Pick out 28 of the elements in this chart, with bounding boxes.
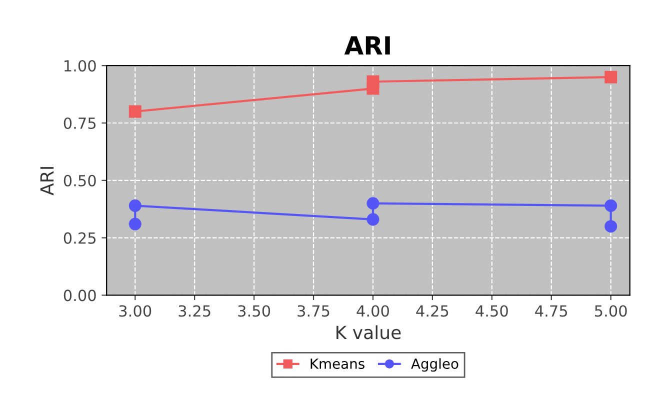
point: [128, 105, 142, 118]
x-tick-label: 4.50: [476, 305, 508, 317]
point: [366, 197, 380, 210]
y-axis-title: ARI: [40, 167, 54, 196]
y-tick-label: 0.50: [64, 174, 96, 186]
y-tick-label: 1.00: [64, 60, 96, 72]
legend-label: Kmeans: [310, 358, 364, 369]
x-tick-label: 3.00: [119, 305, 152, 317]
point: [366, 213, 380, 226]
x-tick-label: 4.00: [356, 305, 389, 317]
point: [604, 199, 618, 212]
x-tick-label: 5.00: [594, 305, 627, 317]
y-tick-label: 0.25: [64, 232, 96, 244]
point: [604, 220, 618, 233]
point: [128, 199, 142, 212]
x-tick-label: 4.25: [416, 305, 448, 317]
x-tick-label: 3.50: [238, 305, 270, 317]
x-tick-label: 3.75: [298, 305, 330, 317]
y-tick-label: 0.75: [64, 117, 96, 130]
point: [604, 70, 618, 84]
y-tick-label: 0.00: [64, 290, 96, 302]
legend-label: Aggleo: [411, 358, 458, 372]
point: [366, 75, 380, 88]
point: [128, 218, 142, 230]
chart-title: ARI: [344, 36, 390, 54]
x-tick-label: 4.75: [535, 305, 568, 317]
x-tick-label: 3.25: [178, 305, 210, 317]
x-axis-title: K value: [336, 325, 401, 340]
